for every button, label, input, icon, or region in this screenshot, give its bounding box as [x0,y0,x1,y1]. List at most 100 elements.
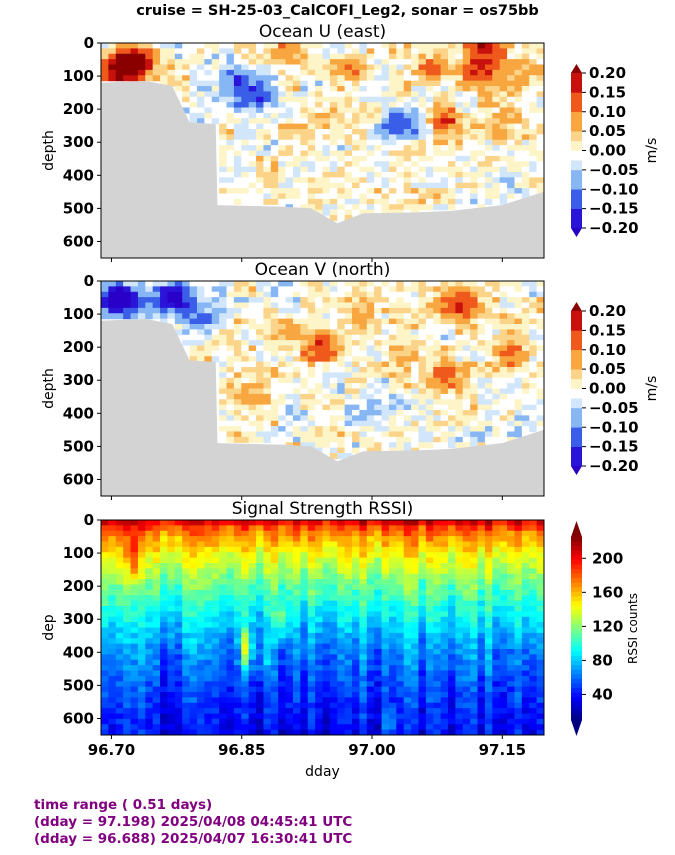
data-cell [477,188,486,195]
data-cell [182,718,191,725]
data-cell [403,193,412,200]
data-cell [270,59,279,66]
data-cell [366,307,375,314]
data-cell [425,563,434,569]
data-cell [359,649,368,655]
data-cell [322,649,331,655]
data-cell [425,86,434,92]
data-cell [455,102,464,109]
data-cell [440,86,449,92]
data-cell [263,659,272,666]
data-cell [115,291,124,298]
data-cell [396,600,405,607]
data-cell [263,718,272,725]
data-cell [433,552,442,559]
data-cell [403,606,412,612]
data-cell [484,361,493,368]
data-cell [219,436,228,443]
data-cell [521,420,530,427]
data-cell [167,729,176,735]
data-cell [174,291,183,298]
colorbar-swatch [571,311,582,331]
data-cell [403,182,412,189]
data-cell [521,350,530,357]
data-cell [418,525,427,532]
data-cell [433,670,442,677]
data-cell [270,589,279,596]
data-cell [344,579,353,586]
data-cell [507,345,516,352]
data-cell [322,606,331,612]
data-cell [226,139,235,146]
data-cell [359,91,368,98]
data-cell [101,654,109,661]
data-cell [278,568,287,575]
data-cell [507,302,516,309]
data-cell [521,139,530,146]
data-cell [440,329,449,336]
data-cell [182,670,191,677]
data-cell [352,118,361,125]
data-cell [315,198,324,205]
data-cell [396,307,405,314]
data-cell [499,436,508,443]
data-cell [403,404,412,411]
data-cell [433,340,442,347]
data-cell [507,388,516,395]
data-cell [285,724,294,731]
data-cell [536,91,544,98]
data-cell [411,356,420,363]
data-cell [352,182,361,189]
data-cell [418,681,427,688]
colorbar-tick-label: 0.05 [589,360,626,378]
data-cell [352,86,361,92]
data-cell [196,632,205,639]
data-cell [285,431,294,438]
colorbar-extend-high [571,302,582,311]
data-cell [226,552,235,559]
data-cell [300,329,309,336]
data-cell [182,552,191,559]
data-cell [248,307,257,314]
data-cell [374,552,383,559]
data-cell [396,643,405,650]
data-cell [233,713,242,720]
data-cell [529,80,538,87]
data-cell [381,697,390,704]
data-cell [337,91,346,98]
data-cell [337,198,346,205]
data-cell [396,198,405,205]
data-cell [137,520,146,526]
data-cell [123,708,132,715]
colorbar: 0.200.150.100.050.00−0.05−0.10−0.15−0.20… [571,64,660,237]
data-cell [130,627,139,634]
data-cell [344,313,353,320]
data-cell [285,546,294,553]
data-cell [337,546,346,553]
data-cell [381,59,390,66]
data-cell [219,182,228,189]
data-cell [211,600,220,607]
data-cell [300,383,309,390]
data-cell [388,611,397,618]
data-cell [219,155,228,162]
data-cell [219,69,228,76]
data-cell [292,345,301,352]
data-cell [433,638,442,645]
data-cell [433,530,442,537]
data-cell [388,702,397,709]
data-cell [411,584,420,591]
data-cell [521,75,530,82]
data-cell [182,654,191,661]
data-cell [352,129,361,135]
data-cell [484,118,493,125]
data-cell [226,372,235,379]
data-cell [292,643,301,650]
data-cell [396,324,405,330]
data-cell [322,600,331,607]
data-cell [388,546,397,553]
data-cell [196,616,205,623]
data-cell [536,324,544,330]
data-cell [514,166,523,173]
data-cell [344,606,353,612]
